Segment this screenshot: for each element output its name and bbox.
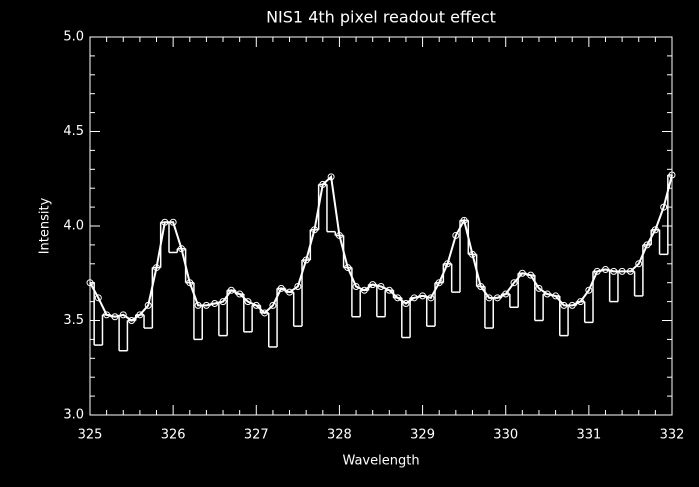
x-tick-label: 330 — [493, 428, 518, 443]
x-tick-label: 326 — [161, 428, 186, 443]
point-marker — [369, 281, 377, 289]
point-marker — [502, 290, 510, 298]
x-tick-label: 325 — [78, 428, 103, 443]
point-marker — [560, 301, 568, 309]
chart-title: NIS1 4th pixel readout effect — [266, 8, 496, 27]
point-marker — [128, 317, 136, 324]
point-marker — [327, 173, 335, 181]
point-marker — [427, 294, 435, 302]
point-marker — [493, 294, 501, 302]
point-marker — [360, 286, 368, 294]
point-marker — [568, 301, 576, 309]
point-marker — [460, 216, 468, 224]
y-axis-label: Intensity — [38, 197, 53, 254]
point-marker — [452, 231, 460, 239]
point-marker — [219, 298, 227, 306]
point-marker — [136, 311, 144, 319]
point-marker — [277, 284, 285, 292]
point-marker — [227, 286, 235, 294]
y-tick-label: 3.0 — [63, 408, 84, 423]
point-marker — [468, 250, 476, 258]
point-marker — [111, 313, 119, 321]
point-marker — [660, 203, 668, 211]
point-marker — [177, 245, 185, 253]
point-marker — [302, 256, 310, 264]
point-marker — [169, 218, 177, 226]
point-marker — [236, 290, 244, 298]
x-tick-label: 329 — [410, 428, 435, 443]
point-marker — [244, 298, 252, 306]
x-tick-label: 327 — [244, 428, 269, 443]
point-marker — [186, 279, 194, 287]
point-marker — [269, 301, 277, 309]
point-marker — [651, 226, 659, 234]
point-marker — [601, 265, 609, 273]
point-marker — [194, 301, 202, 309]
point-marker — [261, 309, 269, 317]
point-marker — [477, 282, 485, 290]
point-marker — [335, 231, 343, 239]
point-marker — [153, 264, 161, 272]
point-marker — [103, 311, 111, 319]
y-tick-label: 3.5 — [63, 313, 84, 328]
point-marker — [527, 271, 535, 279]
point-marker — [577, 298, 585, 306]
point-marker — [510, 279, 518, 287]
y-tick-label: 4.0 — [63, 219, 84, 234]
point-marker — [518, 269, 526, 277]
point-marker — [552, 292, 560, 300]
point-marker — [344, 264, 352, 272]
point-marker — [119, 311, 127, 319]
point-marker — [286, 288, 294, 296]
point-marker — [643, 241, 651, 249]
point-marker — [419, 292, 427, 300]
point-marker — [410, 294, 418, 302]
point-marker — [211, 299, 219, 307]
point-marker — [310, 226, 318, 234]
point-marker — [352, 282, 360, 290]
point-marker — [402, 299, 410, 307]
point-marker — [543, 290, 551, 298]
smoothed-line — [89, 174, 673, 322]
point-marker — [444, 260, 452, 268]
point-marker — [319, 180, 327, 188]
point-marker — [377, 282, 385, 290]
point-marker — [435, 279, 443, 287]
point-marker — [585, 286, 593, 294]
x-tick-label: 331 — [576, 428, 601, 443]
point-marker — [593, 267, 601, 275]
point-marker — [202, 301, 210, 309]
x-axis-label: Wavelength — [342, 454, 419, 469]
point-marker — [485, 294, 493, 302]
point-marker — [86, 279, 94, 287]
point-marker — [535, 284, 543, 292]
point-marker — [385, 286, 393, 294]
point-marker — [294, 282, 302, 290]
point-marker — [94, 294, 102, 302]
y-tick-label: 4.5 — [63, 124, 84, 139]
point-marker — [635, 260, 643, 268]
point-marker — [394, 294, 402, 302]
y-tick-label: 5.0 — [63, 30, 84, 45]
x-tick-label: 328 — [327, 428, 352, 443]
point-marker — [144, 301, 152, 309]
point-marker — [252, 301, 260, 309]
plot-frame — [89, 36, 673, 416]
point-marker — [610, 267, 618, 275]
x-tick-label: 332 — [660, 428, 685, 443]
point-marker — [626, 267, 634, 275]
point-marker — [618, 267, 626, 275]
point-marker — [668, 171, 676, 179]
point-marker — [161, 218, 169, 226]
